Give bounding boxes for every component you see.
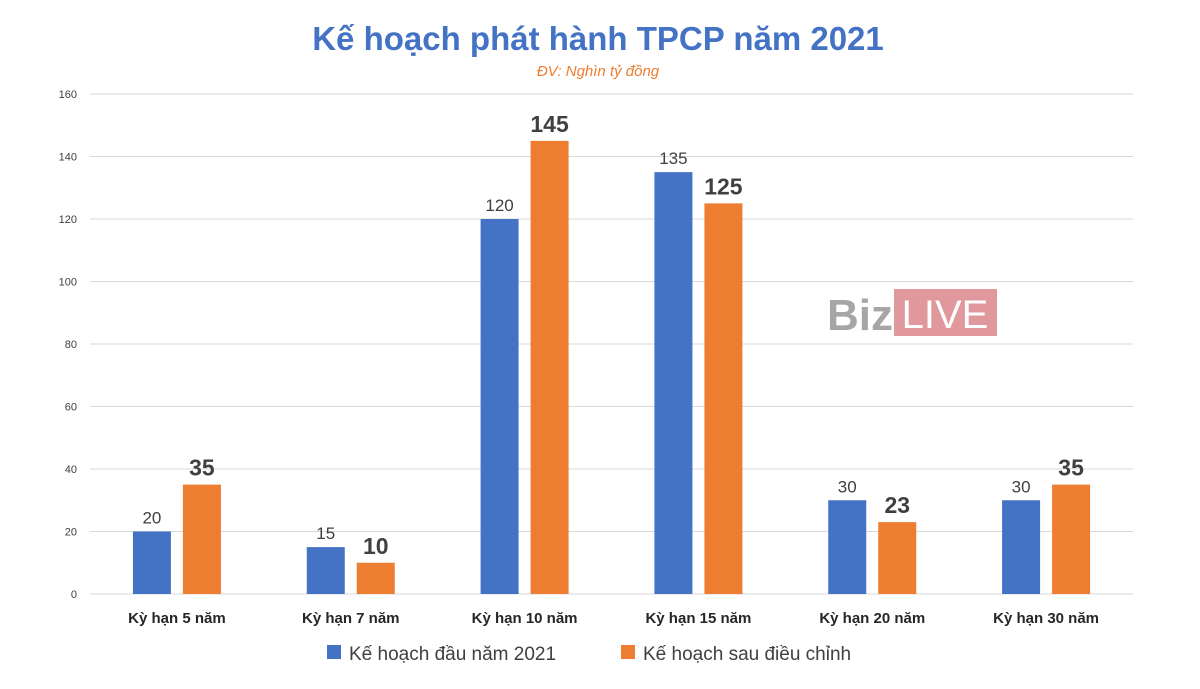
x-tick-label: Kỳ hạn 10 năm: [472, 610, 578, 627]
data-label-series-1: 15: [316, 524, 335, 543]
x-tick-label: Kỳ hạn 30 năm: [993, 610, 1099, 627]
bar-series-1: [1002, 500, 1041, 594]
y-tick-label: 0: [71, 589, 77, 601]
data-label-series-1: 20: [142, 509, 161, 528]
bar-series-1: [132, 531, 171, 594]
legend-label-series-2: Kế hoạch sau điều chỉnh: [643, 644, 851, 665]
y-axis-ticks: 0 20 40 60 80 100 120 140 160: [59, 89, 77, 601]
bar-series-1: [654, 172, 693, 594]
data-label-series-2: 23: [884, 492, 910, 518]
legend-label-series-1: Kế hoạch đầu năm 2021: [349, 644, 556, 665]
bar-series-2: [182, 484, 221, 594]
chart-title: Kế hoạch phát hành TPCP năm 2021: [312, 20, 884, 57]
data-label-series-1: 30: [838, 477, 857, 496]
x-tick-label: Kỳ hạn 5 năm: [128, 610, 226, 627]
bar-series-1: [306, 547, 345, 594]
data-label-series-2: 10: [363, 533, 389, 559]
x-tick-label: Kỳ hạn 7 năm: [302, 610, 400, 627]
legend-swatch-series-2: [621, 645, 635, 659]
bar-series-2: [1052, 484, 1091, 594]
bizlive-watermark: Biz LIVE: [827, 289, 997, 340]
x-axis-ticks: Kỳ hạn 5 năm Kỳ hạn 7 năm Kỳ hạn 10 năm Kỳ …: [128, 610, 1099, 627]
legend-swatch-series-1: [327, 645, 341, 659]
data-label-series-2: 145: [530, 111, 569, 137]
y-tick-label: 40: [65, 464, 77, 476]
bar-series-2: [356, 562, 395, 594]
data-label-series-2: 125: [704, 173, 743, 199]
bar-series-2: [704, 203, 743, 594]
bar-series-1: [828, 500, 867, 594]
y-tick-label: 100: [59, 277, 77, 289]
chart-subtitle: ĐV: Nghìn tỷ đồng: [537, 63, 660, 80]
y-tick-label: 60: [65, 402, 77, 414]
y-tick-label: 160: [59, 89, 77, 101]
bars: [132, 140, 1091, 594]
watermark-biz-text: Biz: [827, 291, 893, 340]
gridlines: [90, 93, 1133, 595]
watermark-live-text: LIVE: [902, 293, 989, 337]
data-label-series-2: 35: [1058, 455, 1084, 481]
y-tick-label: 80: [65, 339, 77, 351]
x-tick-label: Kỳ hạn 20 năm: [819, 610, 925, 627]
bar-series-1: [480, 219, 519, 594]
x-tick-label: Kỳ hạn 15 năm: [645, 610, 751, 627]
data-label-series-1: 30: [1012, 477, 1031, 496]
y-tick-label: 20: [65, 527, 77, 539]
bar-series-2: [530, 140, 569, 594]
bar-series-2: [878, 522, 917, 594]
watermark-background: [894, 289, 997, 336]
y-tick-label: 120: [59, 214, 77, 226]
data-label-series-1: 135: [659, 149, 687, 168]
y-tick-label: 140: [59, 152, 77, 164]
data-label-series-2: 35: [189, 455, 215, 481]
data-label-series-1: 120: [485, 196, 513, 215]
legend: Kế hoạch đầu năm 2021 Kế hoạch sau điều …: [327, 644, 851, 665]
data-labels: 20 35 15 10 120 145 135 125 30 23 30 35: [142, 111, 1084, 559]
